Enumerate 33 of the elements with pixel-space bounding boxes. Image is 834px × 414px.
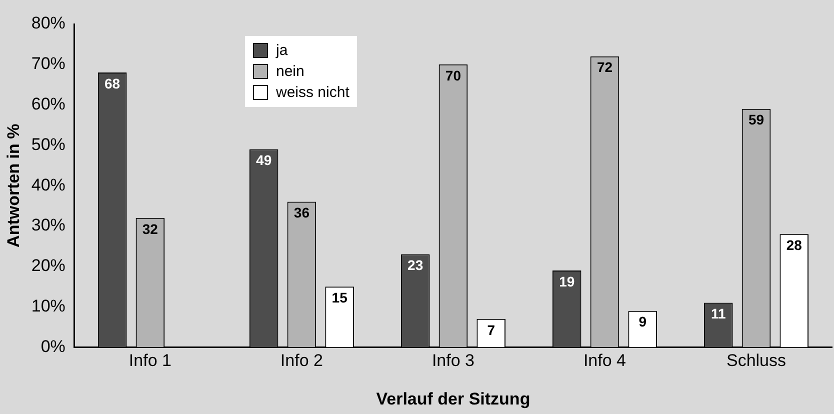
y-tick-label: 30% — [31, 216, 66, 235]
data-label: 23 — [408, 257, 424, 274]
data-label: 11 — [710, 306, 726, 322]
data-label: 7 — [487, 322, 496, 338]
data-label: 70 — [445, 67, 462, 84]
data-label: 28 — [786, 236, 802, 253]
y-tick-label: 0% — [40, 336, 66, 356]
x-tick-label: Info 2 — [280, 351, 323, 370]
y-tick-label: 60% — [31, 94, 66, 114]
x-tick-label: Info 3 — [432, 351, 474, 370]
data-label: 9 — [638, 314, 647, 330]
data-label: 59 — [748, 112, 764, 128]
legend-label: weiss nicht — [276, 83, 350, 103]
x-tick-label: Info 1 — [128, 351, 172, 370]
data-label: 32 — [142, 220, 158, 237]
legend-label: nein — [276, 62, 304, 82]
data-label: 68 — [104, 75, 120, 92]
y-axis-title: Antworten in % — [4, 124, 23, 248]
y-tick-label: 70% — [31, 54, 66, 74]
y-tick-label: 20% — [31, 256, 66, 276]
data-label: 36 — [294, 204, 310, 221]
y-tick-label: 50% — [31, 134, 66, 154]
y-tick-label: 40% — [31, 175, 66, 194]
x-tick-label: Info 4 — [583, 351, 626, 370]
x-tick-label: Schluss — [726, 351, 786, 370]
data-label: 15 — [332, 289, 348, 306]
data-label: 49 — [256, 152, 272, 168]
x-axis-title: Verlauf der Sitzung — [376, 389, 530, 408]
y-tick-label: 80% — [31, 14, 66, 33]
data-label: 72 — [596, 59, 613, 76]
y-tick-label: 10% — [31, 296, 66, 316]
data-label: 19 — [559, 273, 575, 290]
legend-label: ja — [276, 41, 288, 61]
